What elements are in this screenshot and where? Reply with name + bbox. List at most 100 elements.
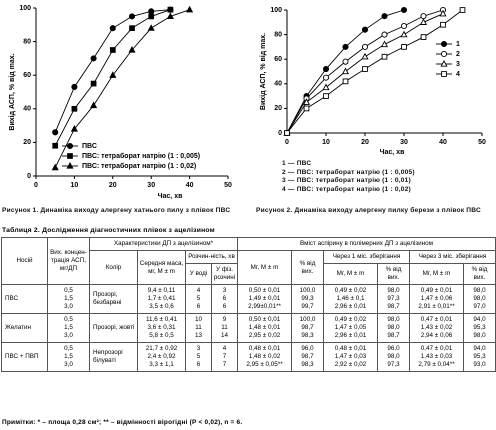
marker xyxy=(148,8,155,15)
table-title: Таблиця 2. Дослідження діагностичних плі… xyxy=(2,227,215,234)
cell-line: 9 xyxy=(222,316,227,323)
marker xyxy=(128,46,136,53)
table-cell: 100,0 98,7 98,3 xyxy=(291,313,324,343)
x-tick-label: 20 xyxy=(109,182,117,189)
marker xyxy=(342,43,349,50)
cell-line: 10 xyxy=(194,316,202,323)
marker xyxy=(439,9,447,17)
header-cell: Розчин-ність, хв xyxy=(185,250,238,264)
marker xyxy=(52,142,59,149)
marker xyxy=(381,53,388,60)
cell-line: 1,46 ± 0,1 xyxy=(336,295,365,302)
marker xyxy=(51,163,59,171)
cell-line: 98,0 xyxy=(473,332,486,339)
figure-caption: Рисунок 2. Динаміка виходу алергену пилк… xyxy=(256,207,481,214)
table-cell: 21,7 ± 0,92 2,4 ± 0,92 3,3 ± 1,1 xyxy=(137,342,186,372)
cell-line: 11,6 ± 0,41 xyxy=(146,316,177,323)
key-line: 2 — ПВС: тетраборат натрію (1 : 0,005) xyxy=(282,168,415,176)
marker xyxy=(400,30,408,38)
cell-line: 100,0 xyxy=(299,316,316,323)
table-cell: 94,0 95,3 93,0 xyxy=(462,342,496,372)
cell-line: 3 xyxy=(222,287,227,294)
cell-line: 2,92 ± 0,02 xyxy=(334,361,367,368)
x-tick-label: 0 xyxy=(34,182,38,189)
cell-line: 99,3 xyxy=(301,295,314,302)
cell-line: 97,0 xyxy=(473,303,486,310)
cell-line: 100,0 xyxy=(299,287,316,294)
cell-line: 98,0 xyxy=(387,353,400,360)
table-cell: 11,6 ± 0,41 3,6 ± 0,31 5,8 ± 0,5 xyxy=(137,313,186,343)
y-tick-label: 40 xyxy=(274,81,282,88)
key-line: 1 — ПВС xyxy=(282,160,312,167)
header-cell: Через 1 міс. зберігання xyxy=(323,250,410,264)
y-tick-label: 40 xyxy=(23,106,31,113)
marker xyxy=(90,80,97,87)
cell-line: 97,3 xyxy=(387,295,400,302)
cell-line: 3,0 xyxy=(64,303,73,310)
cell-line: 2,94 ± 0,06 xyxy=(420,332,453,339)
marker xyxy=(166,12,174,20)
cell-line: 2,4 ± 0,92 xyxy=(147,353,176,360)
y-tick-label: 100 xyxy=(19,5,31,12)
cell-line: 3,3 ± 1,1 xyxy=(149,361,174,368)
cell-line: 0,47 ± 0,01 xyxy=(420,316,453,323)
header-cell: У фіз. розчині xyxy=(211,263,238,285)
marker xyxy=(90,101,98,109)
y-tick-label: 80 xyxy=(23,38,31,45)
cell-line: 2,96 ± 0,01 xyxy=(334,332,367,339)
table-cell: 94,0 95,3 98,0 xyxy=(462,313,496,343)
cell-line: 2,95 ± 0,02 xyxy=(248,332,281,339)
cell-line: 98,0 xyxy=(473,295,486,302)
table-cell: 96,0 98,7 98,3 xyxy=(291,342,324,372)
cell-line: 1,47 ± 0,03 xyxy=(334,353,367,360)
header-cell: Носій xyxy=(1,237,48,285)
header-cell: % від вих. xyxy=(377,263,410,285)
header-cell: Характеристики ДП з ацелізином* xyxy=(89,237,238,251)
marker xyxy=(109,71,117,78)
marker xyxy=(71,105,78,112)
y-tick-label: 20 xyxy=(274,105,282,112)
cell-line: 98,7 xyxy=(387,332,400,339)
cell-line: 3,5 ± 0,6 xyxy=(149,303,174,310)
cell-line: 9,4 ± 0,11 xyxy=(147,287,176,294)
legend-label: 3 xyxy=(456,61,460,68)
marker xyxy=(342,58,349,65)
cell-line: 7 xyxy=(222,353,227,360)
table-cell: 100,0 99,3 99,7 xyxy=(291,284,324,314)
table-cell: 0,5 1,5 3,0 xyxy=(47,342,90,372)
cell-line: 98,7 xyxy=(301,353,314,360)
table-cell: 10 11 13 xyxy=(185,313,212,343)
marker xyxy=(129,25,135,32)
marker xyxy=(52,129,59,136)
table-cell: 0,49 ± 0,01 1,47 ± 0,06 2,91 ± 0,01** xyxy=(409,284,464,314)
marker xyxy=(167,6,174,13)
marker xyxy=(401,44,407,50)
header-cell: Вих. концен-трація АСП, мг/ДП xyxy=(47,237,90,285)
marker xyxy=(420,13,427,20)
table-cell: 0,48 ± 0,01 1,47 ± 0,03 2,92 ± 0,02 xyxy=(323,342,378,372)
cell-line: 98,7 xyxy=(301,324,314,331)
cell-line: 98,3 xyxy=(301,361,314,368)
marker xyxy=(400,22,408,30)
table-cell: Желатин xyxy=(1,313,48,343)
marker xyxy=(284,130,290,136)
cell-line: 98,0 xyxy=(387,287,400,294)
x-tick-label: 30 xyxy=(147,182,155,189)
y-tick-label: 60 xyxy=(23,72,31,79)
marker xyxy=(342,78,349,85)
y-tick-label: 100 xyxy=(270,7,282,14)
cell-line: 2,99±0,01** xyxy=(248,303,281,310)
table-row: ПВС + ПВП 0,5 1,5 3,0 Непрозорі білуваті 21,7… xyxy=(1,342,496,372)
header-cell: % від вих. xyxy=(291,250,324,285)
cell-line: 3,0 xyxy=(64,361,73,368)
x-tick-label: 50 xyxy=(224,182,232,189)
cell-line: 3,6 ± 0,31 xyxy=(147,324,176,331)
cell-line: 1,49 ± 0,01 xyxy=(248,295,281,302)
header-cell: Мг, M ± m xyxy=(237,250,292,285)
marker xyxy=(128,13,136,20)
marker xyxy=(90,55,97,62)
cell-line: 2,96 ± 0,01 xyxy=(334,303,367,310)
legend-label: 2 xyxy=(456,51,460,58)
marker xyxy=(361,26,369,33)
